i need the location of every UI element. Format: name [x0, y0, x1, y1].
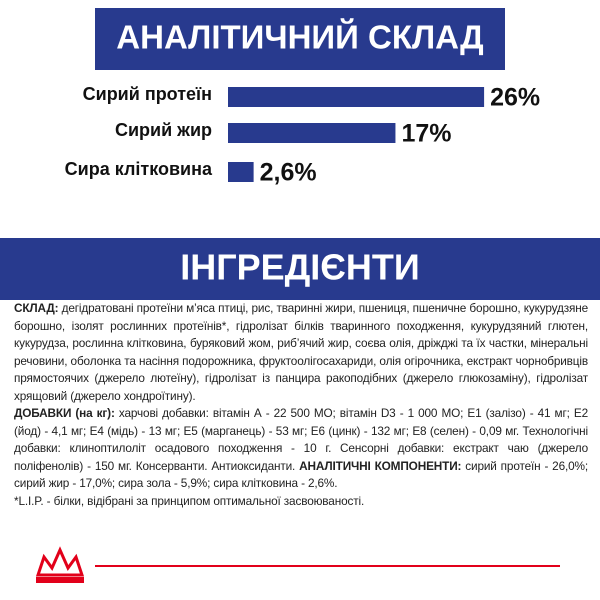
- bold-text: ДОБАВКИ (на кг):: [14, 406, 115, 420]
- bar: [228, 123, 396, 143]
- logo-crown: [35, 546, 85, 577]
- text: сирий протеїн - 26,0%; сирий жир - 17,0%…: [14, 458, 588, 491]
- value-label: 2,6%: [260, 159, 317, 187]
- text: харчові добавки: вітамін А - 22 500 МО; …: [14, 406, 589, 473]
- text: *L.I.P. - білки, відібрані за принципом …: [14, 493, 365, 508]
- title-banner: [95, 8, 505, 70]
- ingredients-text: СКЛАД: дегідратовані протеїни м’яса птиц…: [14, 300, 588, 510]
- bold-text: СКЛАД:: [14, 301, 59, 315]
- bar: [228, 162, 254, 182]
- bar: [228, 87, 485, 107]
- text: дегідратовані протеїни м’яса птиці, рис,…: [14, 301, 588, 403]
- logo-base: [36, 577, 84, 583]
- value-label: 26%: [490, 84, 540, 112]
- bold-text: АНАЛІТИЧНІ КОМПОНЕНТИ:: [299, 458, 462, 473]
- category-label: Сирий жир: [115, 120, 212, 140]
- value-label: 17%: [401, 120, 451, 148]
- logo: [35, 546, 560, 583]
- category-label: Сирий протеїн: [83, 84, 212, 104]
- ingredients-title: ІНГРЕДІЄНТИ: [180, 247, 420, 288]
- paragraph: СКЛАД: дегідратовані протеїни м’яса птиц…: [14, 300, 588, 405]
- paragraph: *L.I.P. - білки, відібрані за принципом …: [14, 493, 588, 511]
- chart-title: АНАЛІТИЧНИЙ СКЛАД: [116, 18, 483, 56]
- category-label: Сира клітковина: [65, 159, 213, 179]
- paragraph: ДОБАВКИ (на кг): харчові добавки: вітамі…: [14, 405, 588, 493]
- ingredients-banner: [0, 238, 600, 300]
